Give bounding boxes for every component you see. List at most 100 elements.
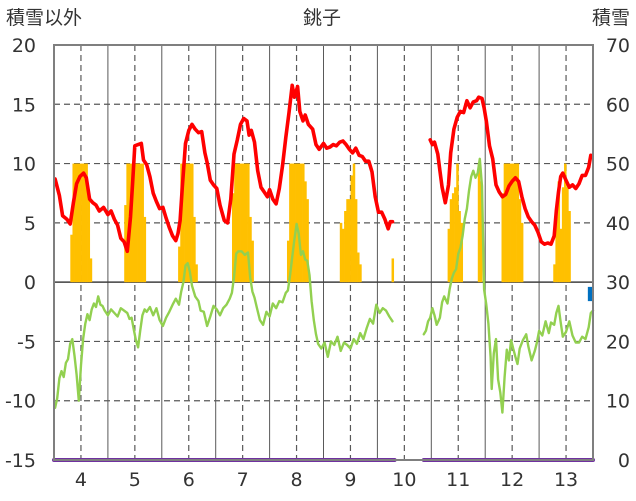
snow-bar [339, 222, 343, 283]
snow-bar [507, 163, 511, 283]
snow-bar [83, 163, 86, 283]
x-tick-label: 12 [500, 469, 524, 491]
x-tick-label: 4 [75, 469, 87, 491]
snow-bar [501, 193, 504, 283]
snow-bar [232, 193, 235, 283]
snow-bar [291, 163, 294, 283]
snow-bar [520, 222, 524, 283]
snow-bar [81, 163, 84, 283]
snow-bar [247, 163, 250, 283]
chart-title: 銚子 [303, 7, 341, 29]
plot-frame [53, 44, 594, 461]
snow-bar [297, 163, 301, 283]
snow-bar [139, 163, 142, 283]
left-tick-label: 15 [12, 94, 36, 116]
snow-bar [141, 163, 144, 283]
x-tick-label: 13 [554, 469, 578, 491]
snow-bar [240, 163, 244, 283]
right-tick-label: 40 [606, 213, 630, 235]
x-tick-label: 11 [446, 469, 470, 491]
snow-bar [234, 163, 237, 283]
x-tick-label: 6 [183, 469, 195, 491]
snow-bar [566, 187, 569, 283]
snow-bar [503, 163, 507, 283]
snow-bar [178, 246, 181, 283]
snow-bar [514, 163, 517, 283]
snow-bar [134, 163, 138, 283]
right-tick-label: 20 [606, 331, 630, 353]
snow-bar [354, 199, 358, 283]
snow-bar [143, 216, 147, 283]
snow-bar [516, 163, 520, 283]
snow-bar [454, 187, 457, 283]
snow-bar [126, 163, 129, 283]
snow-bar [302, 163, 305, 283]
x-tick-label: 8 [291, 469, 303, 491]
snow-bar [78, 163, 82, 283]
x-tick-label: 10 [392, 469, 416, 491]
snow-bar [391, 258, 395, 283]
red-line-series [53, 83, 593, 254]
snow-bar [242, 163, 246, 283]
right-tick-label: 30 [606, 272, 630, 294]
snow-bar [132, 163, 136, 283]
snow-bar [568, 211, 571, 283]
left-tick-label: 0 [24, 272, 36, 294]
snow-bar [186, 163, 190, 283]
right-tick-label: 70 [606, 35, 630, 57]
snow-bar [518, 199, 522, 283]
snow-bar [238, 163, 241, 283]
snow-bar [344, 211, 347, 283]
snow-bar [510, 163, 513, 283]
right-tick-label: 10 [606, 391, 630, 413]
snow-bar [236, 163, 239, 283]
snow-bar [352, 163, 356, 283]
left-tick-label: 20 [12, 35, 36, 57]
right-tick-label: 0 [618, 450, 630, 472]
snow-bar [193, 216, 196, 283]
snow-bar [460, 222, 464, 283]
x-tick-label: 7 [237, 469, 249, 491]
snow-bar [447, 228, 451, 283]
snow-bar [293, 163, 296, 283]
green-line-series [53, 157, 595, 414]
snow-bar [350, 175, 354, 283]
marker-layer [587, 286, 594, 302]
snow-bar [359, 264, 362, 283]
right-tick-label: 60 [606, 94, 630, 116]
snow-bar [137, 163, 140, 283]
snow-bar [76, 163, 80, 283]
snow-bar [188, 163, 192, 283]
snow-bar [85, 163, 88, 283]
snow-bar [130, 163, 134, 283]
snow-bar [304, 181, 307, 283]
snow-bar [477, 163, 481, 283]
snow-bar [479, 181, 483, 283]
snow-bar [553, 264, 556, 283]
right-axis-label: 積雪 [592, 7, 630, 29]
snow-bar [555, 216, 558, 283]
snow-bar [182, 163, 185, 283]
left-tick-label: 10 [12, 154, 36, 176]
snow-bar [449, 199, 453, 283]
snow-bar [191, 163, 194, 283]
snow-bar [357, 252, 360, 283]
snow-bar [456, 163, 459, 283]
x-tick-label: 9 [344, 469, 356, 491]
snow-bar [89, 258, 93, 283]
left-axis-label: 積雪以外 [6, 7, 82, 29]
snow-bar [251, 240, 254, 283]
x-tick-label: 5 [129, 469, 141, 491]
snow-bar [561, 187, 565, 283]
snow-bar [299, 163, 303, 283]
snow-bar [512, 163, 515, 283]
snow-bar [184, 163, 188, 283]
snow-bar [348, 199, 351, 283]
snow-bar [557, 181, 561, 283]
snow-bar [70, 234, 73, 283]
snow-bar [346, 199, 349, 283]
snow-bar [505, 163, 509, 283]
left-tick-label: -10 [5, 391, 36, 413]
